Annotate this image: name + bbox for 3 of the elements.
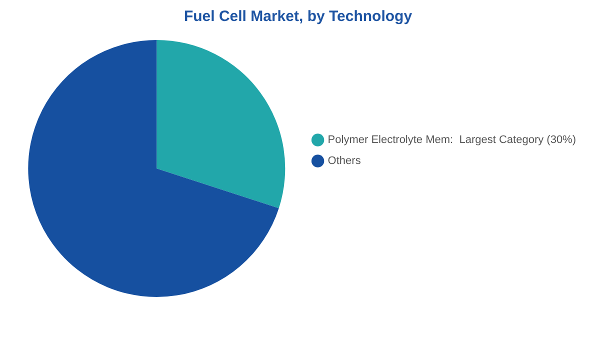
legend-label: Others xyxy=(328,155,362,168)
chart-title: Fuel Cell Market, by Technology xyxy=(184,8,413,26)
legend-label: Polymer Electrolyte Mem: Largest Category (30%) xyxy=(328,134,576,146)
